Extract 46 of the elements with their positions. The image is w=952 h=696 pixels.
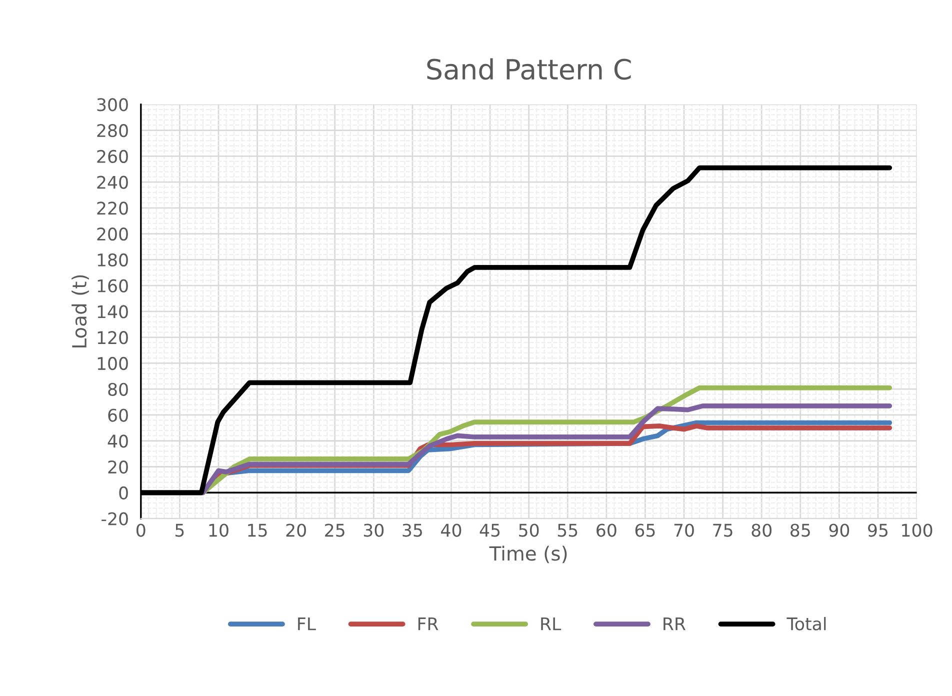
x-tick-label: 20	[286, 524, 306, 537]
x-tick-label: 0	[136, 524, 146, 537]
y-tick-label: -20	[102, 512, 128, 526]
x-tick-label: 100	[902, 524, 932, 537]
legend-label: RR	[664, 618, 686, 630]
y-tick-label: 120	[98, 331, 128, 344]
y-tick-label: 60	[108, 408, 128, 422]
x-tick-label: 50	[519, 524, 539, 537]
x-tick-label: 25	[325, 524, 344, 537]
x-tick-label: 90	[829, 524, 850, 537]
x-tick-label: 15	[248, 524, 267, 537]
y-tick-label: 260	[97, 150, 128, 164]
x-tick-label: 85	[790, 524, 810, 537]
y-tick-label: 200	[97, 228, 128, 241]
y-tick-label: 140	[98, 305, 128, 318]
y-tick-label: 220	[97, 202, 128, 215]
chart-title: Sand Pattern C	[427, 58, 631, 80]
y-tick-label: 160	[98, 279, 128, 292]
x-tick-label: 30	[364, 524, 384, 537]
x-tick-label: 80	[752, 524, 772, 537]
y-tick-label: 20	[108, 460, 128, 474]
x-tick-label: 10	[209, 524, 228, 537]
y-tick-label: 40	[108, 434, 128, 448]
legend-label: FL	[298, 618, 316, 630]
x-tick-label: 45	[480, 524, 500, 537]
y-tick-label: 280	[97, 124, 128, 138]
y-axis-title: Load (t)	[72, 275, 89, 348]
y-tick-label: 300	[97, 98, 128, 112]
legend-label: FR	[418, 618, 438, 630]
x-tick-label: 95	[868, 524, 888, 537]
y-tick-label: 180	[98, 253, 128, 267]
x-tick-label: 65	[635, 524, 655, 537]
x-tick-label: 5	[176, 524, 184, 537]
y-tick-label: 0	[119, 486, 128, 500]
x-tick-label: 35	[402, 524, 422, 537]
x-tick-label: 60	[596, 524, 616, 537]
y-tick-label: 100	[98, 356, 128, 370]
x-tick-label: 75	[713, 524, 732, 537]
y-tick-label: 240	[97, 176, 128, 189]
x-tick-label: 55	[558, 524, 578, 537]
x-tick-label: 40	[441, 524, 462, 537]
x-axis-title: Time (s)	[489, 546, 567, 564]
x-tick-label: 70	[674, 524, 694, 537]
legend-label: RL	[541, 618, 562, 630]
y-tick-label: 80	[108, 382, 128, 396]
legend-label: Total	[786, 616, 826, 630]
